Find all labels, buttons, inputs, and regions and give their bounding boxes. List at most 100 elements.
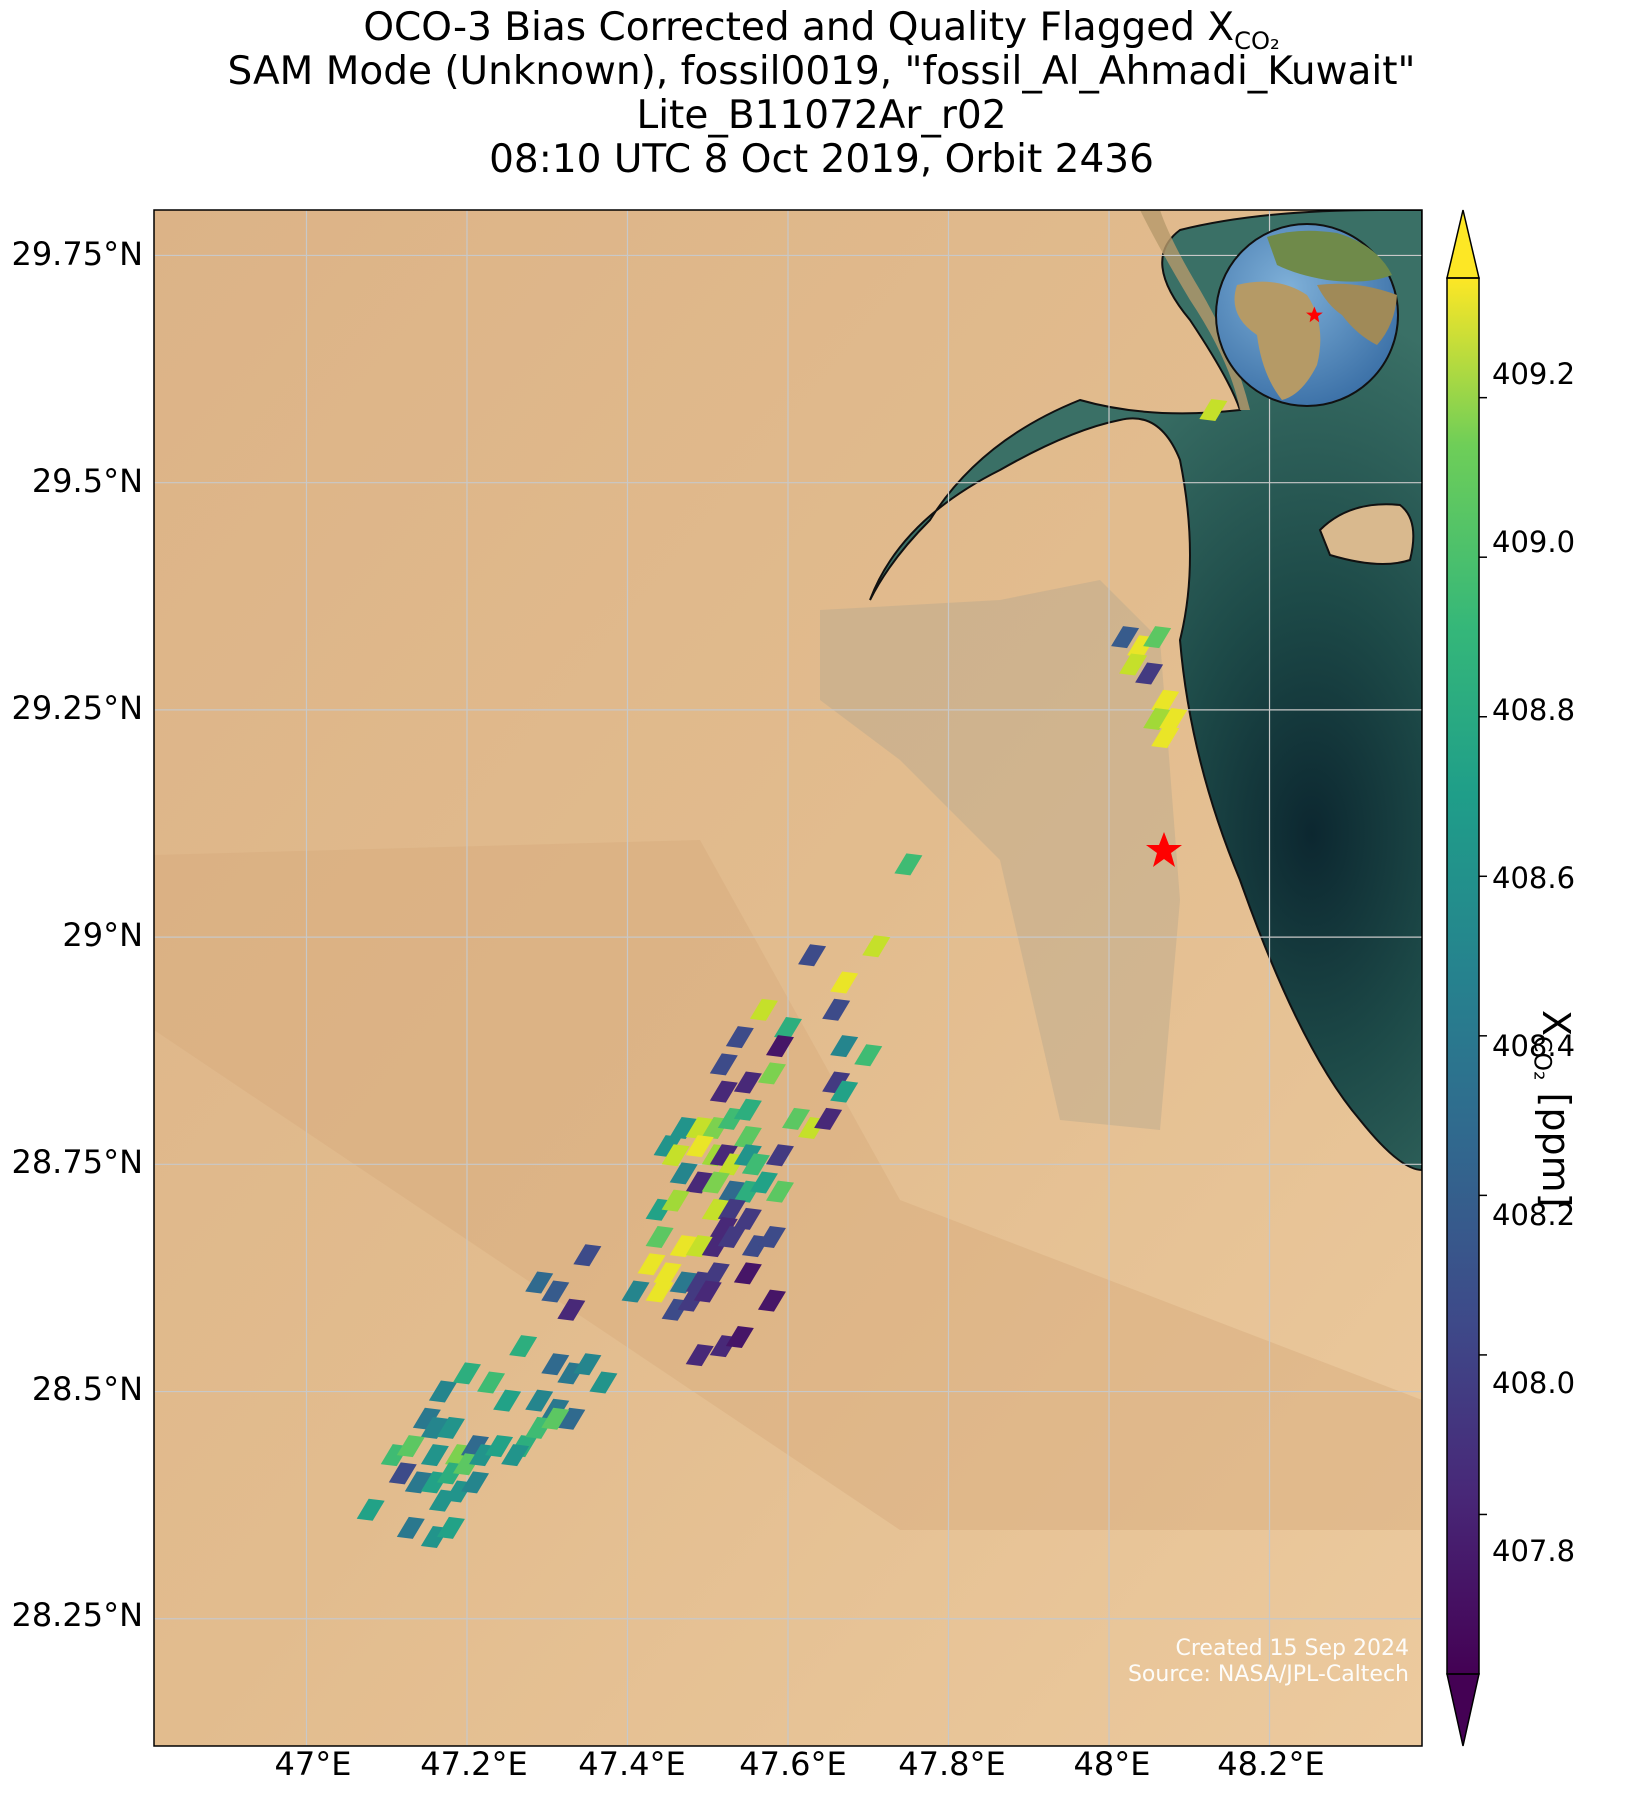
xco2-sounding <box>396 1516 425 1539</box>
xco2-sounding <box>541 1353 570 1376</box>
xco2-sounding <box>701 1262 730 1285</box>
star-icon <box>1306 306 1323 323</box>
xco2-sounding <box>830 1035 859 1058</box>
island <box>1318 503 1415 565</box>
xco2-sounding <box>645 1280 674 1303</box>
xco2-sounding <box>685 1116 714 1139</box>
credit-source: Source: NASA/JPL-Caltech <box>1127 1662 1409 1687</box>
colorbar-tick-label: 409.0 <box>1492 525 1576 559</box>
xco2-sounding <box>645 1226 674 1249</box>
xco2-sounding <box>557 1298 586 1321</box>
xco2-sounding <box>669 1162 698 1185</box>
sea <box>869 210 1422 1172</box>
xco2-sounding <box>1143 707 1172 730</box>
xco2-sounding <box>637 1253 666 1276</box>
lat-tick-label: 28.75°N <box>11 1143 143 1181</box>
xco2-sounding <box>733 1071 762 1094</box>
xco2-sounding <box>894 853 923 876</box>
xco2-sounding <box>1143 626 1172 649</box>
xco2-sounding <box>404 1471 433 1494</box>
lon-tick-label: 47.8°E <box>898 1745 1006 1783</box>
xco2-sounding <box>428 1380 457 1403</box>
plot-title-line-2: SAM Mode (Unknown), fossil0019, "fossil_… <box>227 49 1416 94</box>
xco2-sounding <box>749 998 778 1021</box>
xco2-sounding <box>461 1435 490 1458</box>
xco2-sounding <box>1159 707 1188 730</box>
xco2-sounding <box>798 944 827 967</box>
lon-tick-label: 47.6°E <box>739 1745 847 1783</box>
xco2-sounding <box>685 1235 714 1258</box>
xco2-sounding <box>830 971 859 994</box>
xco2-sounding <box>653 1135 682 1158</box>
xco2-sounding <box>725 1326 754 1349</box>
xco2-sounding <box>420 1444 449 1467</box>
xco2-sounding <box>356 1498 385 1521</box>
xco2-sounding <box>412 1407 441 1430</box>
xco2-sounding <box>830 1080 859 1103</box>
xco2-sounding <box>452 1362 481 1385</box>
xco2-sounding <box>685 1135 714 1158</box>
xco2-sounding <box>765 1144 794 1167</box>
xco2-sounding <box>541 1280 570 1303</box>
xco2-sounding <box>814 1107 843 1130</box>
xco2-sounding <box>420 1416 449 1439</box>
lat-tick-label: 29.75°N <box>11 235 143 273</box>
xco2-sounding <box>525 1389 554 1412</box>
xco2-sounding <box>709 1216 738 1239</box>
globe-land-africa <box>1234 281 1321 400</box>
map-frame <box>153 209 1423 1747</box>
lat-tick-label: 29.5°N <box>31 462 143 500</box>
xco2-sounding <box>509 1335 538 1358</box>
plot-title-line-3: Lite_B11072Ar_r02 <box>636 93 1007 138</box>
lat-tick-label: 28.25°N <box>11 1596 143 1634</box>
xco2-sounding <box>717 1226 746 1249</box>
colorbar-tick-label: 409.2 <box>1492 357 1576 391</box>
xco2-sounding <box>1199 398 1228 421</box>
site-marker <box>1146 832 1182 867</box>
xco2-sounding <box>749 1171 778 1194</box>
colorbar-extend-min <box>1446 1673 1480 1747</box>
lon-tick-label: 48.2°E <box>1217 1745 1325 1783</box>
xco2-sounding <box>525 1271 554 1294</box>
lon-tick-label: 47.2°E <box>420 1745 528 1783</box>
xco2-sounding <box>461 1471 490 1494</box>
xco2-sounding <box>693 1280 722 1303</box>
lon-tick-label: 47°E <box>274 1745 352 1783</box>
star-icon <box>1146 832 1182 867</box>
colorbar-tick-label: 408.8 <box>1492 693 1576 727</box>
xco2-sounding <box>717 1180 746 1203</box>
xco2-sounding <box>701 1198 730 1221</box>
xco2-sounding <box>733 1126 762 1149</box>
xco2-sounding <box>709 1053 738 1076</box>
xco2-sounding <box>493 1389 522 1412</box>
xco2-sounding <box>1151 726 1180 749</box>
xco2-sounding <box>1151 689 1180 712</box>
globe-land-asia <box>1317 283 1397 345</box>
xco2-sounding <box>1111 626 1140 649</box>
xco2-sounding <box>757 1062 786 1085</box>
xco2-sounding <box>501 1444 530 1467</box>
colorbar-gradient <box>1447 278 1479 1674</box>
coast-strip <box>1140 210 1250 410</box>
xco2-sounding <box>765 1035 794 1058</box>
xco2-sounding <box>541 1407 570 1430</box>
xco2-sounding <box>589 1371 618 1394</box>
xco2-sounding <box>436 1416 465 1439</box>
colorbar-tick-label: 408.2 <box>1492 1198 1576 1232</box>
xco2-sounding <box>733 1098 762 1121</box>
lat-tick-label: 28.5°N <box>31 1370 143 1408</box>
credit-created: Created 15 Sep 2024 <box>1175 1636 1410 1661</box>
inset-globe <box>1215 223 1399 407</box>
xco2-sounding <box>557 1407 586 1430</box>
xco2-footprints <box>356 398 1228 1548</box>
xco2-sounding <box>701 1171 730 1194</box>
xco2-sounding <box>485 1435 514 1458</box>
xco2-sounding <box>436 1516 465 1539</box>
xco2-sounding <box>653 1262 682 1285</box>
xco2-sounding <box>717 1198 746 1221</box>
plot-title-line-4: 08:10 UTC 8 Oct 2019, Orbit 2436 <box>489 137 1154 182</box>
xco2-sounding <box>709 1080 738 1103</box>
xco2-sounding <box>669 1116 698 1139</box>
xco2-sounding <box>1135 662 1164 685</box>
xco2-sounding <box>765 1180 794 1203</box>
